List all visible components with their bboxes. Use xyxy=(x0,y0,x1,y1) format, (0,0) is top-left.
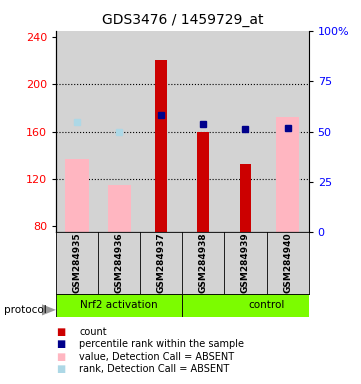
Text: GSM284936: GSM284936 xyxy=(115,233,123,293)
Text: GSM284938: GSM284938 xyxy=(199,233,208,293)
Bar xyxy=(197,131,209,232)
Text: value, Detection Call = ABSENT: value, Detection Call = ABSENT xyxy=(79,352,235,362)
Text: ■: ■ xyxy=(56,352,65,362)
Bar xyxy=(108,185,131,232)
Bar xyxy=(225,31,266,232)
Text: ■: ■ xyxy=(56,339,65,349)
Title: GDS3476 / 1459729_at: GDS3476 / 1459729_at xyxy=(101,13,263,27)
Text: GSM284935: GSM284935 xyxy=(73,233,82,293)
Bar xyxy=(65,159,88,232)
Bar xyxy=(56,31,98,232)
Bar xyxy=(140,31,182,232)
Text: GSM284939: GSM284939 xyxy=(241,233,250,293)
Bar xyxy=(240,164,251,232)
Bar xyxy=(155,60,167,232)
Bar xyxy=(56,294,182,317)
Text: protocol: protocol xyxy=(4,305,46,315)
Text: ■: ■ xyxy=(56,364,65,374)
Bar xyxy=(98,31,140,232)
Text: GSM284940: GSM284940 xyxy=(283,233,292,293)
Bar xyxy=(266,31,309,232)
Text: control: control xyxy=(248,300,285,310)
Text: GSM284937: GSM284937 xyxy=(157,233,166,293)
Polygon shape xyxy=(42,304,56,316)
Text: ■: ■ xyxy=(56,327,65,337)
Text: count: count xyxy=(79,327,107,337)
Bar xyxy=(182,31,225,232)
Bar xyxy=(182,294,309,317)
Text: percentile rank within the sample: percentile rank within the sample xyxy=(79,339,244,349)
Text: rank, Detection Call = ABSENT: rank, Detection Call = ABSENT xyxy=(79,364,230,374)
Bar xyxy=(276,117,299,232)
Text: Nrf2 activation: Nrf2 activation xyxy=(80,300,158,310)
